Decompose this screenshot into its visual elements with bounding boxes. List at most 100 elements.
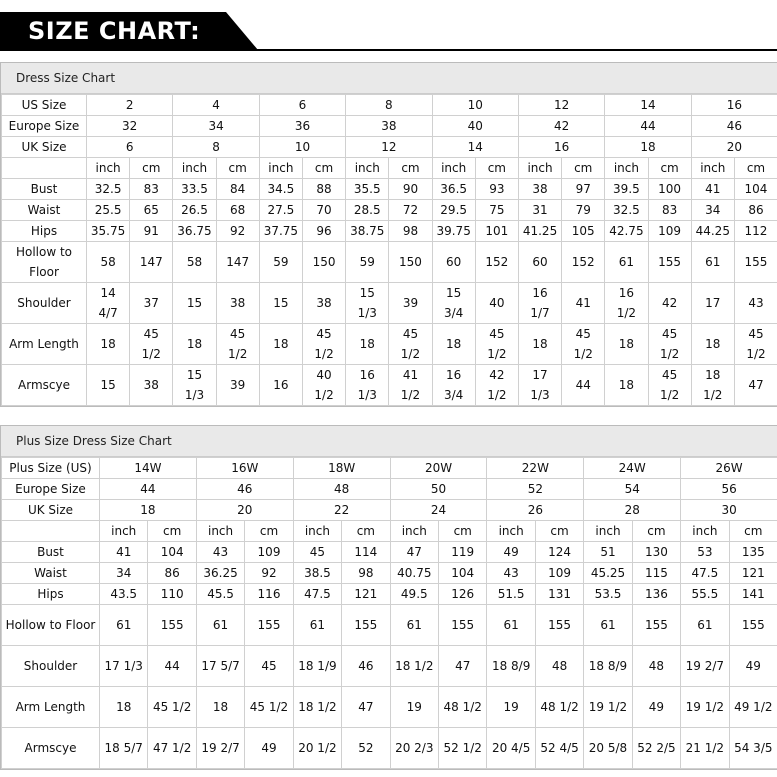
size-cell: 32 [85,115,174,137]
measure-cell: 45 1/2 [129,323,174,365]
measure-cell: 90 [388,178,433,200]
measure-cell: 70 [301,199,347,221]
measure-cell: 48 [534,645,585,687]
header-rule [0,49,777,51]
measure-cell: 38 [129,364,174,406]
unit-cell: inch [195,520,246,542]
size-cell: 14 [604,94,692,116]
measure-cell: 49 1/2 [728,686,777,728]
measure-cell: 121 [728,562,777,584]
measure-cell: 130 [631,541,682,563]
unit-row: inch cm inch cm inch cm inch cm inch cm inch cm inch… [1,157,777,179]
measure-cell: 45 1/2 [147,686,197,728]
measure-cell: 20 1/2 [292,727,343,769]
measure-cell: 39.5 [604,178,649,200]
measure-cell: 15 [85,364,131,406]
measure-cell: 18 [172,323,217,365]
measure-cell: 48 1/2 [437,686,488,728]
measure-cell: 155 [244,604,294,646]
blank-cell [1,520,100,542]
measure-cell: 58 [172,241,217,283]
measure-cell: 20 5/8 [583,727,633,769]
size-cell: 16 [517,136,606,158]
measure-cell: 51 [583,541,633,563]
measure-cell: 40 1/2 [301,364,347,406]
measure-cell: 79 [561,199,606,221]
measure-cell: 41.25 [517,220,563,242]
measure-cell: 36.25 [195,562,246,584]
unit-cell: cm [474,157,519,179]
table: US Size 2 4 6 8 10 12 14 16 Europe Size 32 34 36 38 40… [1,94,777,406]
unit-cell: cm [733,157,777,179]
measure-cell: 17 1/3 [98,645,149,687]
row-label: Hollow to Floor [1,604,100,646]
size-cell: 46 [195,478,294,500]
size-cell: 22W [486,457,585,479]
row-label: Bust [1,178,87,200]
measure-cell: 18 1/2 [690,364,735,406]
measure-cell: 18 [345,323,390,365]
measure-row: Hips 43.5 110 45.5 116 47.5 121 49.5 126 51.5 131 5… [1,583,777,605]
measure-cell: 75 [474,199,519,221]
measure-cell: 19 1/2 [583,686,633,728]
measure-cell: 16 1/7 [517,282,563,324]
measure-cell: 45 [244,645,294,687]
measure-cell: 84 [215,178,260,200]
unit-cell: cm [437,520,488,542]
measure-cell: 18 [604,323,649,365]
size-cell: 54 [583,478,682,500]
row-label: Bust [1,541,100,563]
unit-cell: inch [258,157,303,179]
size-cell: 56 [680,478,777,500]
unit-cell: inch [345,157,390,179]
unit-cell: cm [147,520,197,542]
measure-cell: 47.5 [680,562,730,584]
measure-cell: 15 [172,282,217,324]
size-cell: 16W [195,457,294,479]
measure-cell: 18 1/9 [292,645,343,687]
measure-cell: 37.75 [258,220,303,242]
measure-cell: 54 3/5 [728,727,777,769]
table-title: Dress Size Chart [1,63,777,94]
measure-cell: 91 [129,220,174,242]
measure-row: Hollow to Floor 61 155 61 155 61 155 61 155 61 155… [1,604,777,646]
measure-cell: 18 1/2 [389,645,440,687]
measure-cell: 48 [631,645,682,687]
measure-cell: 52 4/5 [534,727,585,769]
measure-cell: 45 1/2 [647,364,692,406]
measure-cell: 38 [215,282,260,324]
measure-cell: 16 1/2 [604,282,649,324]
measure-cell: 17 1/3 [517,364,563,406]
measure-cell: 43 [486,562,536,584]
measure-cell: 68 [215,199,260,221]
measure-cell: 18 5/7 [98,727,149,769]
measure-cell: 52 1/2 [437,727,488,769]
measure-cell: 61 [680,604,730,646]
measure-cell: 18 [258,323,303,365]
measure-cell: 47 [437,645,488,687]
measure-cell: 40.75 [389,562,440,584]
measure-cell: 150 [301,241,347,283]
unit-cell: inch [604,157,649,179]
size-cell: 20W [389,457,488,479]
measure-cell: 45 1/2 [647,323,692,365]
measure-cell: 18 [604,364,649,406]
row-label: US Size [1,94,87,116]
measure-cell: 155 [728,604,777,646]
unit-cell: inch [583,520,633,542]
size-row: Europe Size 44 46 48 50 52 54 56 [1,478,777,500]
measure-row: Bust 32.5 83 33.5 84 34.5 88 35.5 90 36.5 93 38 97 39… [1,178,777,200]
size-cell: 46 [690,115,777,137]
row-label: Hollow to Floor [1,241,87,283]
measure-cell: 32.5 [604,199,649,221]
measure-cell: 115 [631,562,682,584]
unit-cell: cm [215,157,260,179]
measure-row: Waist 25.5 65 26.5 68 27.5 70 28.5 72 29.5 75 31 79 3… [1,199,777,221]
measure-cell: 155 [147,604,197,646]
size-cell: 38 [345,115,433,137]
measure-cell: 61 [195,604,246,646]
measure-cell: 136 [631,583,682,605]
measure-cell: 43 [195,541,246,563]
measure-cell: 44 [147,645,197,687]
